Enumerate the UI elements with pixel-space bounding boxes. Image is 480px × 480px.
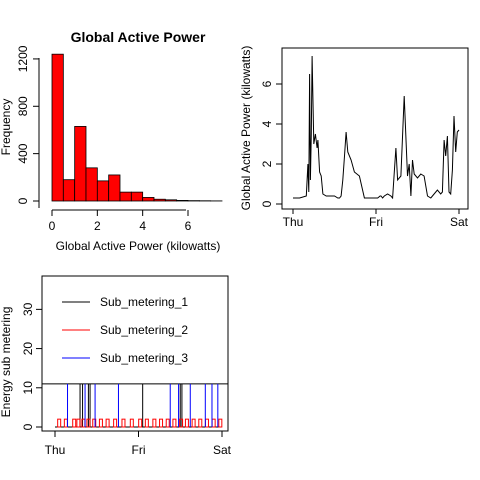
submetering-y-tick-label: 10 <box>21 381 35 395</box>
power-y-tick-label: 0 <box>260 200 274 207</box>
submetering-y-label: Energy sub metering <box>0 307 13 418</box>
submetering-bump <box>121 418 126 428</box>
histogram-bar <box>142 197 155 202</box>
submetering-bump <box>211 418 216 428</box>
histogram-bar <box>62 179 76 202</box>
submetering-bump <box>204 418 209 428</box>
legend-label: Sub_metering_3 <box>100 351 188 365</box>
power-x-tick-label: Sat <box>450 215 469 229</box>
submetering-bump <box>76 418 81 428</box>
power-series-line <box>293 55 460 200</box>
submetering-bump <box>191 418 196 428</box>
submetering-bump <box>152 418 157 428</box>
histogram-y-tick-label: 0 <box>16 197 30 204</box>
submetering-y-tick-label: 20 <box>21 342 35 356</box>
submetering-legend: Sub_metering_1 Sub_metering_2 Sub_metering… <box>62 295 188 365</box>
histogram-x-tick-label: 6 <box>185 219 192 233</box>
histogram-x-ticks: 0 2 4 6 <box>49 210 192 233</box>
submetering-x-tick-label: Thu <box>45 443 66 457</box>
submetering-bump <box>165 418 170 428</box>
submetering-bump <box>179 418 184 428</box>
submetering-bump <box>198 418 203 428</box>
power-y-label: Global Active Power (kilowatts) <box>239 46 253 211</box>
submetering-bump <box>57 418 62 428</box>
histogram-y-tick-label: 1200 <box>16 45 30 72</box>
submetering-bump <box>138 418 143 428</box>
submetering-bump <box>159 418 164 428</box>
histogram-x-tick-label: 4 <box>139 219 146 233</box>
submetering-y-ticks: 0 10 20 30 <box>21 302 42 430</box>
power-y-tick-label: 4 <box>260 120 274 127</box>
histogram-bar <box>96 180 110 202</box>
submetering-series <box>42 383 228 428</box>
power-y-tick-label: 6 <box>260 80 274 87</box>
submetering-plot-box <box>41 275 229 432</box>
submetering-x-ticks: Thu Fri Sat <box>45 431 232 457</box>
submetering-bump <box>172 418 177 428</box>
histogram-bar <box>74 126 87 202</box>
histogram-x-tick-label: 2 <box>94 219 101 233</box>
histogram-bar <box>153 198 166 202</box>
submetering-bump <box>105 418 110 428</box>
submetering-bump <box>63 418 68 428</box>
power-x-tick-label: Fri <box>369 215 383 229</box>
histogram-bars <box>51 53 223 202</box>
histogram-y-tick-label: 400 <box>16 143 30 163</box>
legend-label: Sub_metering_1 <box>100 295 188 309</box>
power-y-ticks: 0 2 4 6 <box>260 80 282 207</box>
submetering-y-tick-label: 30 <box>21 302 35 316</box>
submetering-x-tick-label: Sat <box>213 443 232 457</box>
submetering-bump <box>113 418 118 428</box>
submetering-bump <box>98 418 103 428</box>
power-y-tick-label: 2 <box>260 160 274 167</box>
submetering-panel: 0 10 20 30 Thu Fri Sat Energy sub metering Su… <box>0 275 232 457</box>
power-x-ticks: Thu Fri Sat <box>283 209 469 229</box>
histogram-y-tick-label: 800 <box>16 96 30 116</box>
submetering-bump <box>184 418 189 428</box>
submetering-bump <box>92 418 97 428</box>
power-x-tick-label: Thu <box>283 215 304 229</box>
power-plot-box <box>281 47 469 210</box>
histogram-bar <box>176 200 189 202</box>
histogram-bar <box>51 53 64 202</box>
histogram-panel: Global Active Power 0 400 800 1200 0 2 4 6 Glo… <box>0 29 223 253</box>
submetering-x-tick-label: Fri <box>132 443 146 457</box>
histogram-y-label: Frequency <box>0 99 13 156</box>
histogram-bar <box>119 191 132 202</box>
histogram-x-label: Global Active Power (kilowatts) <box>56 239 221 253</box>
histogram-bar <box>130 191 144 202</box>
histogram-bar <box>108 174 121 202</box>
histogram-bar <box>85 167 98 202</box>
histogram-x-tick-label: 0 <box>49 219 56 233</box>
submetering-bump <box>86 418 91 428</box>
histogram-y-ticks: 0 400 800 1200 <box>16 45 39 204</box>
submetering-bump <box>72 418 77 428</box>
submetering-bump <box>81 418 86 428</box>
power-timeseries-panel: 0 2 4 6 Thu Fri Sat Global Active Power (kilo… <box>239 46 469 229</box>
submetering-bump <box>144 418 149 428</box>
submetering-y-tick-label: 0 <box>21 423 35 430</box>
histogram-bar <box>164 199 178 202</box>
submetering-bump <box>218 418 223 428</box>
histogram-title: Global Active Power <box>71 29 206 45</box>
legend-label: Sub_metering_2 <box>100 323 188 337</box>
submetering-bump <box>129 418 134 428</box>
